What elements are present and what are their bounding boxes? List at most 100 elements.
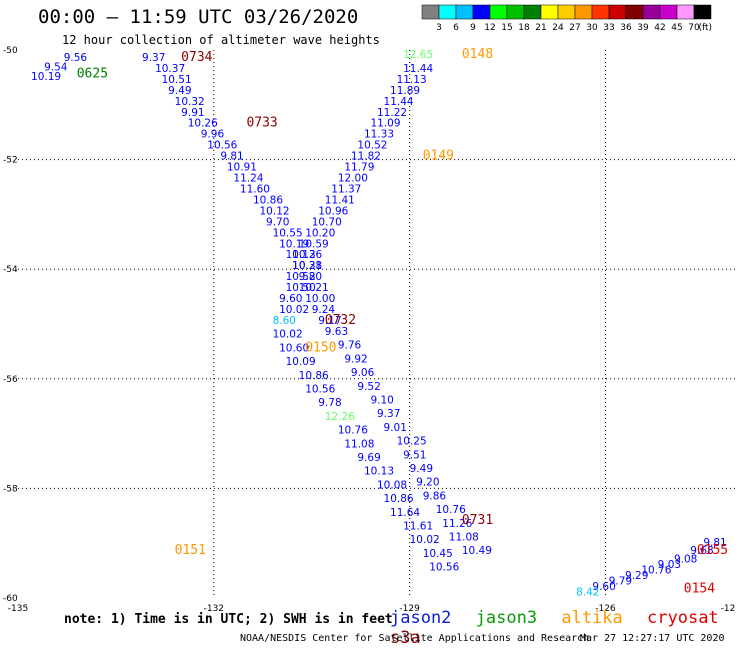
x-tick-label: -126 <box>595 604 616 614</box>
pass-time-label: 0734 <box>181 50 212 65</box>
swh-value: 10.52 <box>357 140 387 152</box>
colorbar-tick: 42 <box>654 23 665 33</box>
colorbar-swatch <box>421 4 440 20</box>
pass-time-label: 0732 <box>325 313 356 328</box>
swh-value: 11.60 <box>240 183 270 195</box>
swh-value: 10.55 <box>273 227 303 239</box>
swh-value: 9.29 <box>625 570 648 582</box>
y-tick-label: -54 <box>3 265 18 275</box>
swh-value: 9.49 <box>168 85 191 97</box>
swh-value: 11.33 <box>364 129 394 141</box>
colorbar-swatch <box>489 4 508 20</box>
swh-value: 9.86 <box>423 490 447 502</box>
x-tick-label: -12 <box>721 604 736 614</box>
swh-value: 10.86 <box>253 194 283 206</box>
swh-value: 10.25 <box>397 436 427 448</box>
swh-value: 10.19 <box>31 71 61 83</box>
swh-value: 9.37 <box>142 52 165 64</box>
colorbar-tick: 12 <box>484 23 495 33</box>
swh-value: 9.69 <box>357 452 380 464</box>
colorbar-swatch <box>591 4 610 20</box>
swh-value: 9.63 <box>325 326 348 338</box>
pass-time-label: 0151 <box>175 543 206 558</box>
colorbar-swatch <box>574 4 593 20</box>
swh-value: 9.54 <box>44 61 68 73</box>
swh-value: 10.38 <box>292 260 322 272</box>
swh-value: 9.70 <box>266 216 289 228</box>
colorbar-swatch <box>438 4 457 20</box>
swh-value: 9.92 <box>344 353 367 365</box>
swh-value: 9.52 <box>357 381 380 393</box>
swh-value: 10.13 <box>286 249 316 261</box>
x-tick-label: -129 <box>399 604 420 614</box>
swh-value: 9.10 <box>370 394 393 406</box>
swh-value: 10.02 <box>410 534 440 546</box>
swh-value: 11.24 <box>233 173 263 185</box>
colorbar-tick: 21 <box>535 23 546 33</box>
colorbar-tick: 45 <box>671 23 682 33</box>
colorbar-swatch <box>693 4 712 20</box>
swh-value: 10.21 <box>299 282 329 294</box>
swh-value: 9.17 <box>318 315 341 327</box>
swh-value: 10.60 <box>279 342 309 354</box>
colorbar-tick: 18 <box>518 23 530 33</box>
x-tick-label: -135 <box>8 604 28 614</box>
swh-value: 10.76 <box>338 425 368 437</box>
swh-value: 9.80 <box>299 271 322 283</box>
colorbar-swatch <box>676 4 695 20</box>
pass-time-label: 0155 <box>697 543 728 558</box>
swh-value: 11.79 <box>344 162 374 174</box>
swh-value: 9.37 <box>377 408 400 420</box>
swh-value: 10.56 <box>429 562 459 574</box>
legend-cryosat: cryosat <box>647 608 719 628</box>
plot-marks: 9.569.5410.199.3710.3710.519.4910.329.91… <box>31 47 728 598</box>
colorbar-swatch <box>506 4 525 20</box>
colorbar-tick: 27 <box>569 23 580 33</box>
y-tick-label: -60 <box>3 594 18 604</box>
swh-value: 11.13 <box>397 74 427 86</box>
swh-value: 10.51 <box>162 74 192 86</box>
swh-value: 9.01 <box>384 422 407 434</box>
pass-time-label: 0149 <box>423 149 454 164</box>
swh-value: 10.13 <box>364 466 394 478</box>
footer-credit: NOAA/NESDIS Center for Satellite Applica… <box>240 633 590 644</box>
x-tick-label: -132 <box>204 604 224 614</box>
swh-value: 9.24 <box>312 304 336 316</box>
swh-value: 9.79 <box>609 575 632 587</box>
swh-value: 9.78 <box>318 397 341 409</box>
colorbar-tick: 15 <box>501 23 512 33</box>
swh-value: 11.61 <box>403 521 433 533</box>
swh-value: 10.32 <box>175 96 205 108</box>
swh-value: 9.03 <box>658 559 681 571</box>
swh-value: 10.56 <box>305 384 335 396</box>
swh-value: 12.26 <box>325 411 355 423</box>
swh-value: 10.49 <box>462 545 492 557</box>
swh-value: 10.26 <box>292 249 322 261</box>
swh-value: 10.59 <box>299 238 329 250</box>
swh-value: 9.56 <box>64 52 88 64</box>
swh-value: 10.76 <box>641 564 671 576</box>
pass-time-label: 0625 <box>77 66 108 81</box>
colorbar-swatch <box>540 4 559 20</box>
swh-value: 8.60 <box>273 315 296 327</box>
colorbar-tick: 30 <box>586 23 598 33</box>
swh-value: 9.20 <box>416 477 439 489</box>
swh-value: 9.96 <box>201 129 225 141</box>
swh-value: 10.56 <box>207 140 237 152</box>
swh-value: 11.64 <box>390 507 420 519</box>
colorbar: 3 6 9 12 15 18 21 24 27 30 33 36 39 42 45 70(ft) <box>421 4 712 33</box>
colorbar-tick: 6 <box>453 23 459 33</box>
swh-value: 10.52 <box>286 271 316 283</box>
swh-value: 10.76 <box>436 504 466 516</box>
colorbar-tick: 9 <box>470 23 476 33</box>
swh-value: 11.41 <box>325 194 355 206</box>
colorbar-tick: 36 <box>620 23 632 33</box>
swh-value: 11.44 <box>384 96 414 108</box>
swh-value: 10.02 <box>279 304 309 316</box>
colorbar-tick: 24 <box>552 23 564 33</box>
swh-value: 9.06 <box>351 367 375 379</box>
y-tick-label: -56 <box>3 375 18 385</box>
swh-value: 10.12 <box>260 205 290 217</box>
colorbar-tick: 3 <box>436 23 442 33</box>
